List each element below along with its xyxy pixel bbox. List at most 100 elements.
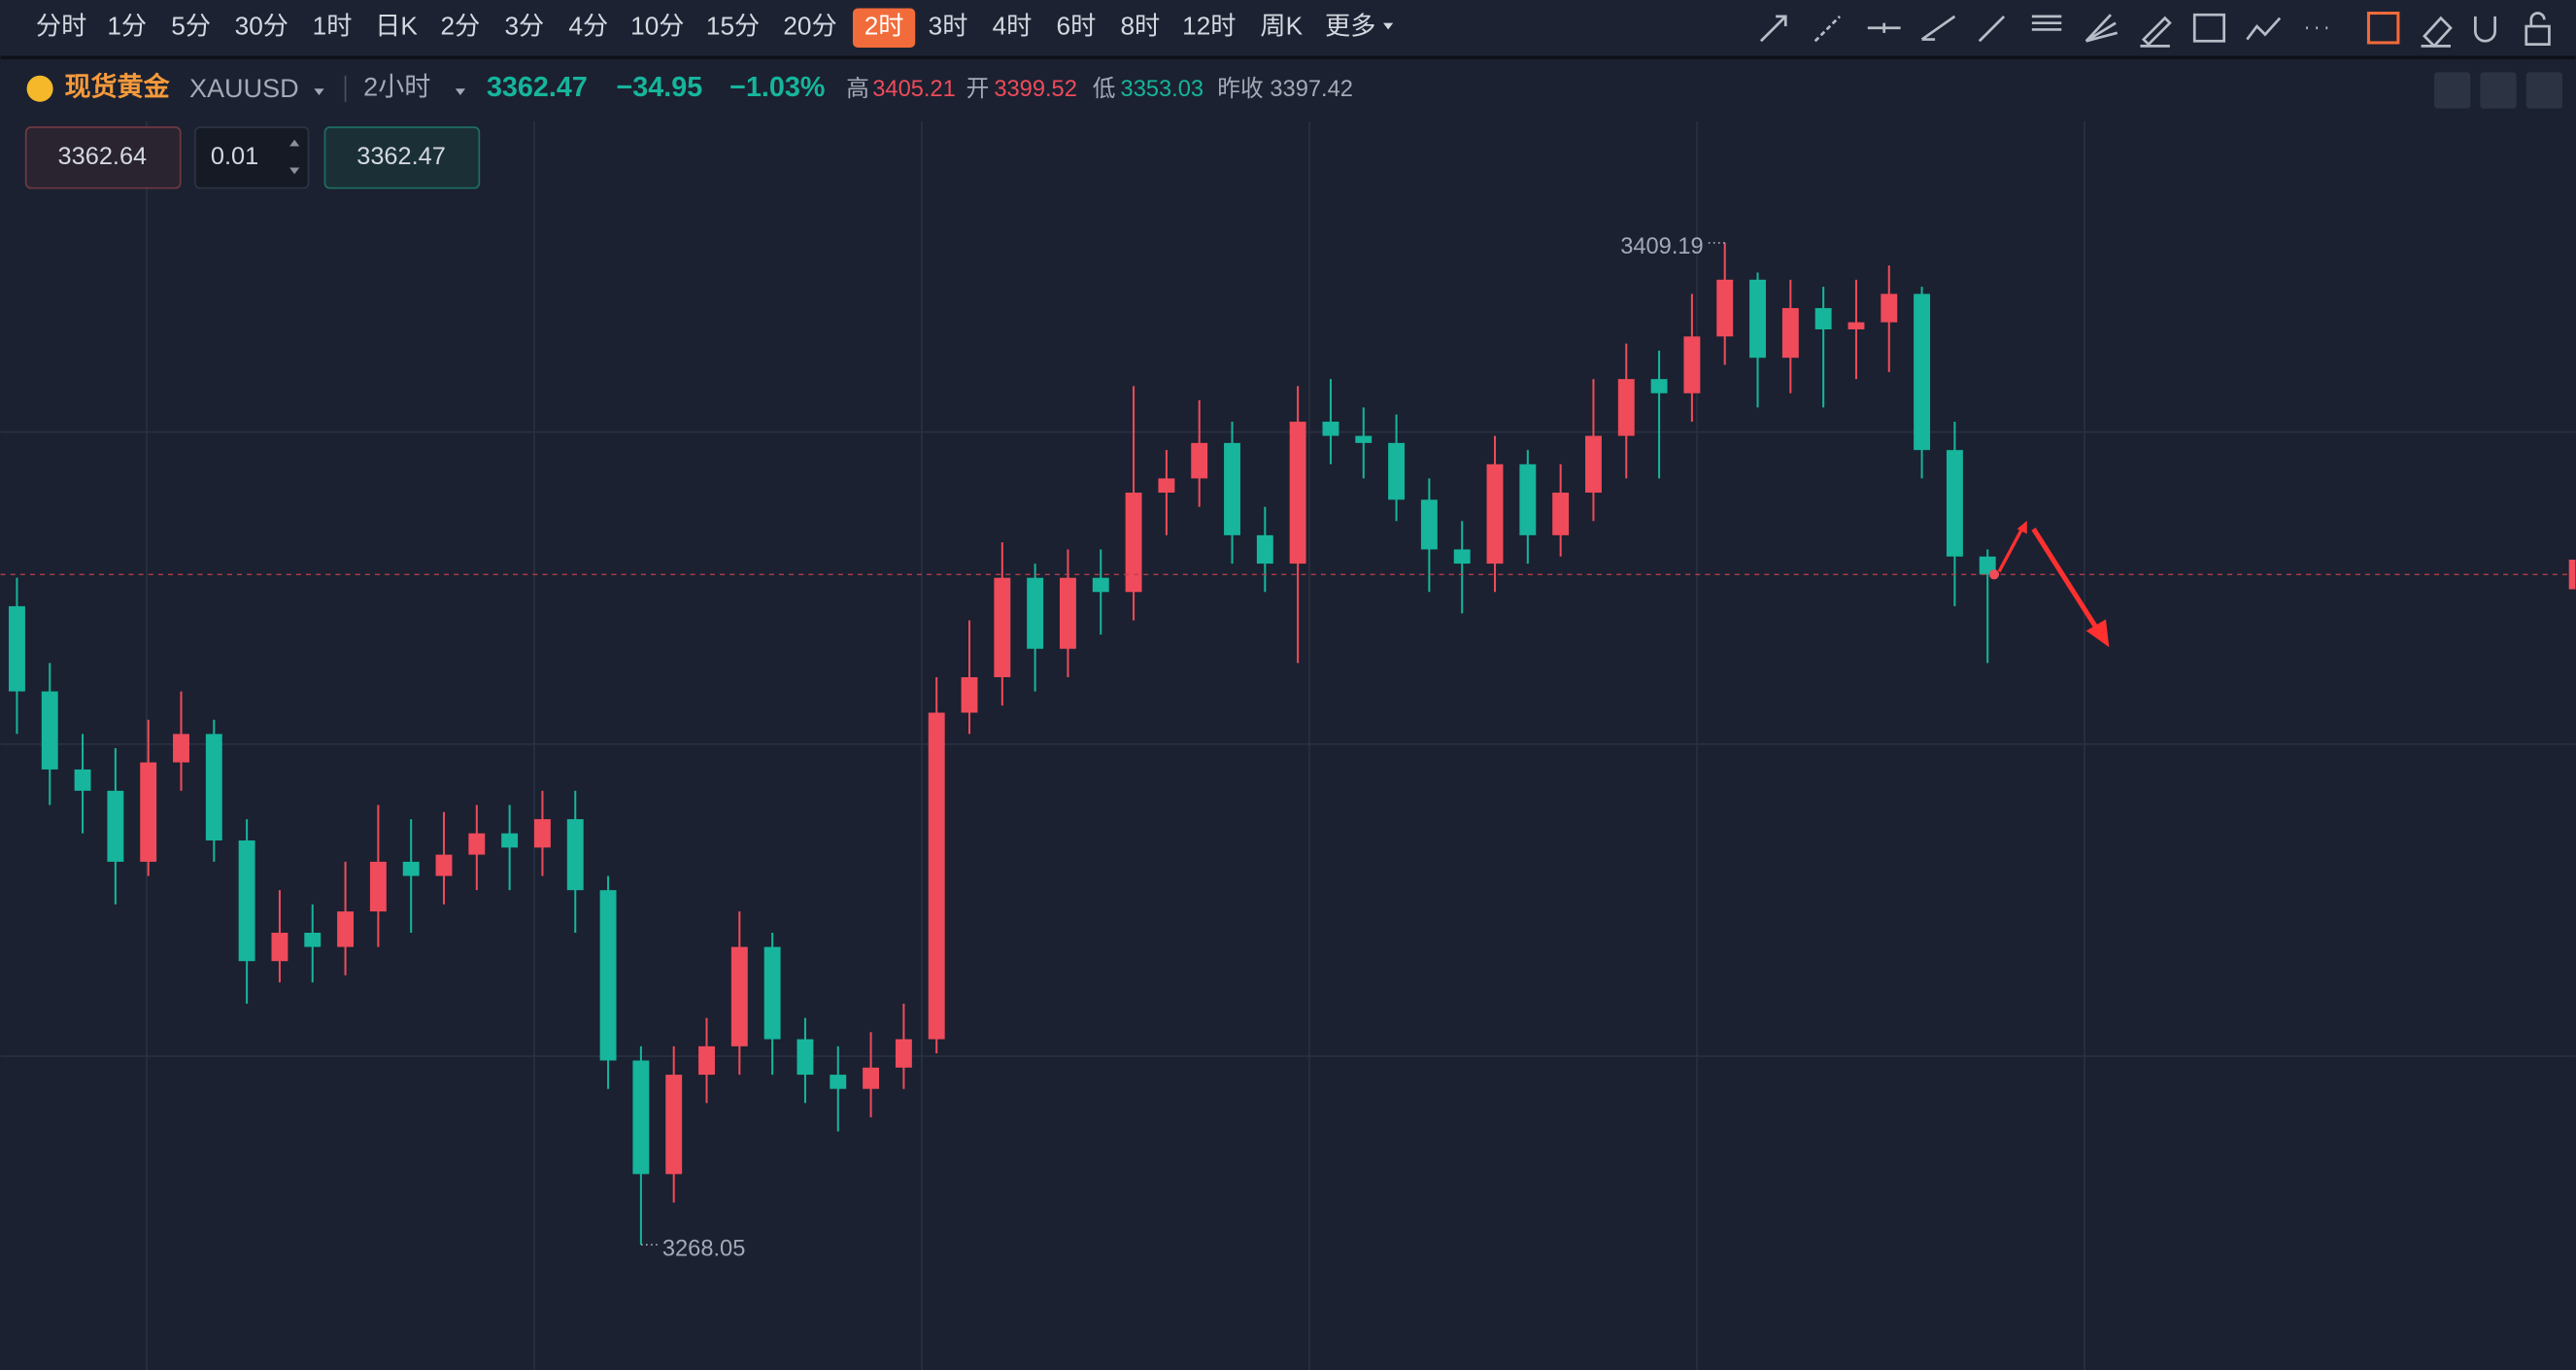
period-tab[interactable]: 更多	[1325, 12, 1375, 41]
period-tab[interactable]: 日K	[375, 12, 418, 41]
candle-body	[1486, 463, 1504, 565]
candle-body	[8, 605, 25, 692]
tool-icon[interactable]	[2525, 12, 2551, 46]
high-label: 3409.19	[1620, 234, 1704, 259]
arrow-annotation	[1997, 520, 2110, 648]
period-tab[interactable]: 1时	[313, 12, 353, 41]
period-tab[interactable]: 3时	[929, 12, 968, 41]
tool-icon[interactable]	[1978, 15, 2006, 43]
candle-body	[698, 1045, 715, 1076]
period-tab[interactable]: 30分	[235, 12, 288, 41]
dropdown-caret	[1383, 22, 1394, 30]
tool-icon[interactable]	[2246, 17, 2282, 41]
candle-body	[501, 833, 519, 848]
panel-button[interactable]	[2525, 72, 2562, 109]
candle-body	[271, 932, 288, 962]
stat-value: 3397.42	[1270, 77, 1353, 102]
last-price-dot	[1988, 569, 2000, 580]
candle-body	[402, 861, 420, 876]
candle-body	[468, 833, 486, 855]
candle-body	[1814, 308, 1832, 329]
tool-icon[interactable]	[1867, 22, 1901, 33]
candle-body	[435, 854, 453, 876]
candle-body	[1585, 435, 1602, 494]
candle-body	[1683, 336, 1701, 394]
period-tab[interactable]: 5分	[171, 12, 211, 41]
tool-icon[interactable]	[2366, 12, 2400, 45]
candle-body	[928, 712, 945, 1040]
period-tab[interactable]: 6时	[1057, 12, 1097, 41]
tool-icon[interactable]	[2192, 13, 2226, 43]
symbol-code[interactable]: XAUUSD	[189, 74, 299, 103]
candle-body	[1552, 493, 1570, 535]
price-change-pct: −1.03%	[729, 72, 825, 103]
lots-input[interactable]	[194, 126, 310, 189]
period-tab[interactable]: 12时	[1182, 12, 1236, 41]
candle-body	[1420, 499, 1438, 550]
stat-label: 低	[1093, 76, 1116, 102]
period-tab[interactable]: 4分	[568, 12, 608, 41]
candle-body	[533, 819, 551, 848]
tool-icon[interactable]	[1920, 15, 1956, 41]
candle-body	[1158, 478, 1175, 494]
tool-icon[interactable]	[2085, 14, 2118, 43]
candle-body	[632, 1060, 650, 1175]
period-tab[interactable]: 2时	[864, 12, 904, 41]
candle-body	[763, 946, 781, 1040]
tool-icon[interactable]	[2473, 16, 2496, 43]
grid	[0, 121, 2576, 1370]
candle-body	[1289, 421, 1306, 565]
sell-price[interactable]: 3362.64	[58, 143, 148, 170]
order-panel: 3362.64 0.01 3362.47	[24, 126, 481, 189]
tool-icon[interactable]	[2421, 16, 2453, 49]
candle-body	[1716, 279, 1734, 337]
period-tab[interactable]: 4时	[993, 12, 1033, 41]
tool-icon[interactable]	[2031, 15, 2062, 31]
period-tab[interactable]: 10分	[630, 12, 684, 41]
symbol-name[interactable]: 现货黄金	[64, 71, 170, 101]
period-tab[interactable]: 20分	[783, 12, 836, 41]
period-tab[interactable]: 15分	[706, 12, 760, 41]
candle-body	[173, 734, 189, 763]
panel-button[interactable]	[2480, 72, 2517, 109]
active-tab-bg	[852, 8, 916, 49]
candle-body	[1781, 308, 1799, 359]
candle-body	[1191, 442, 1208, 479]
candle-body	[1847, 322, 1865, 329]
sell-button[interactable]	[24, 126, 182, 189]
price-change: −34.95	[617, 72, 703, 103]
candle-body	[665, 1075, 683, 1175]
drawing-tools	[1759, 12, 2551, 49]
candle-body	[797, 1039, 814, 1076]
candle-body	[961, 676, 978, 713]
candles: 3409.19 3268.05	[0, 234, 2576, 1261]
period-tab[interactable]: 3分	[504, 12, 544, 41]
tool-icon[interactable]	[2140, 16, 2172, 48]
period-tab[interactable]: 1分	[107, 12, 147, 41]
dropdown-caret	[455, 88, 465, 96]
panel-button[interactable]	[2434, 72, 2471, 109]
dropdown-caret	[314, 88, 324, 96]
buy-price[interactable]: 3362.47	[356, 143, 446, 170]
stat-value: 3405.21	[872, 77, 956, 102]
candle-body	[107, 790, 124, 862]
tool-icon[interactable]	[1813, 15, 1842, 43]
candle-body	[369, 861, 387, 912]
candle-body	[895, 1039, 912, 1068]
candle-body	[205, 734, 222, 840]
candle-body	[41, 691, 58, 770]
candle-body	[1027, 577, 1044, 649]
candle-body	[1519, 463, 1537, 535]
arrow-head	[2085, 619, 2110, 648]
tool-icon[interactable]	[1759, 15, 1787, 43]
period[interactable]: 2小时	[363, 72, 430, 101]
period-tab[interactable]: 8时	[1120, 12, 1160, 41]
buy-button[interactable]	[323, 126, 481, 189]
lots-value[interactable]: 0.01	[211, 143, 258, 170]
period-tab[interactable]: 2分	[441, 12, 481, 41]
period-tab[interactable]: 分时	[36, 12, 86, 41]
candle-body	[1979, 556, 1996, 575]
candle-body	[337, 911, 355, 947]
period-tab[interactable]: 周K	[1260, 12, 1303, 41]
